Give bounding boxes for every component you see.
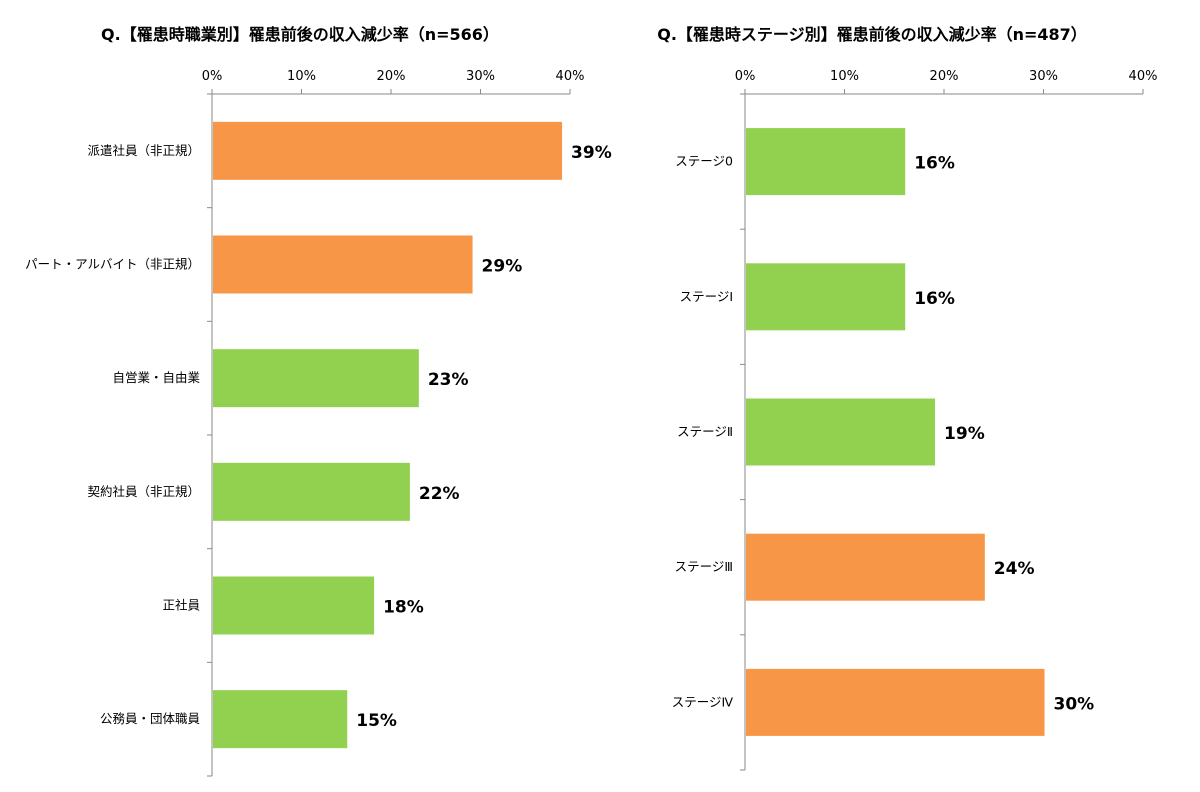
bar	[213, 690, 348, 749]
bar	[746, 398, 936, 466]
bar	[746, 533, 985, 601]
category-label: ステージⅢ	[675, 559, 733, 574]
data-label: 15%	[356, 711, 397, 731]
category-label: ステージⅣ	[672, 694, 734, 709]
bar	[746, 263, 906, 331]
data-label: 16%	[914, 289, 955, 309]
x-tick-label: 10%	[830, 69, 859, 84]
x-tick-label: 40%	[1129, 69, 1158, 84]
data-label: 24%	[994, 559, 1035, 579]
bar	[213, 235, 473, 294]
category-label: 派遣社員（非正規）	[87, 143, 200, 158]
data-label: 18%	[383, 598, 424, 618]
x-tick-label: 40%	[556, 69, 585, 84]
x-tick-label: 20%	[930, 69, 959, 84]
data-label: 23%	[428, 370, 469, 390]
data-label: 22%	[419, 484, 460, 504]
data-label: 16%	[914, 154, 955, 174]
x-tick-label: 20%	[377, 69, 406, 84]
x-tick-label: 10%	[287, 69, 316, 84]
category-label: ステージ0	[675, 154, 733, 169]
category-label: ステージⅡ	[677, 424, 733, 439]
bar	[213, 576, 375, 635]
data-label: 39%	[571, 143, 612, 163]
data-label: 29%	[482, 257, 523, 277]
bar	[213, 349, 419, 408]
chart-stage: Q.【罹患時ステージ別】罹患前後の収入減少率（n=487） 0% 10% 20% 30…	[657, 25, 1158, 771]
category-label: 自営業・自由業	[112, 370, 200, 385]
bar	[213, 462, 410, 521]
category-label: 公務員・団体職員	[100, 711, 201, 726]
x-tick-label: 0%	[735, 69, 756, 84]
chart-title: Q.【罹患時職業別】罹患前後の収入減少率（n=566）	[101, 25, 499, 44]
category-label: 契約社員（非正規）	[87, 484, 200, 499]
x-tick-label: 30%	[466, 69, 495, 84]
category-label: ステージⅠ	[680, 289, 733, 304]
category-label: 正社員	[162, 598, 200, 613]
chart-title: Q.【罹患時ステージ別】罹患前後の収入減少率（n=487）	[657, 25, 1087, 44]
x-tick-label: 30%	[1029, 69, 1058, 84]
chart-occupation: Q.【罹患時職業別】罹患前後の収入減少率（n=566） 0% 10% 20% 30% 4…	[25, 25, 612, 777]
bar	[213, 121, 563, 180]
data-label: 30%	[1054, 694, 1095, 714]
category-label: パート・アルバイト（非正規）	[25, 257, 200, 272]
bar	[746, 128, 906, 196]
bar	[746, 668, 1045, 736]
x-tick-label: 0%	[202, 69, 223, 84]
data-label: 19%	[944, 424, 985, 444]
